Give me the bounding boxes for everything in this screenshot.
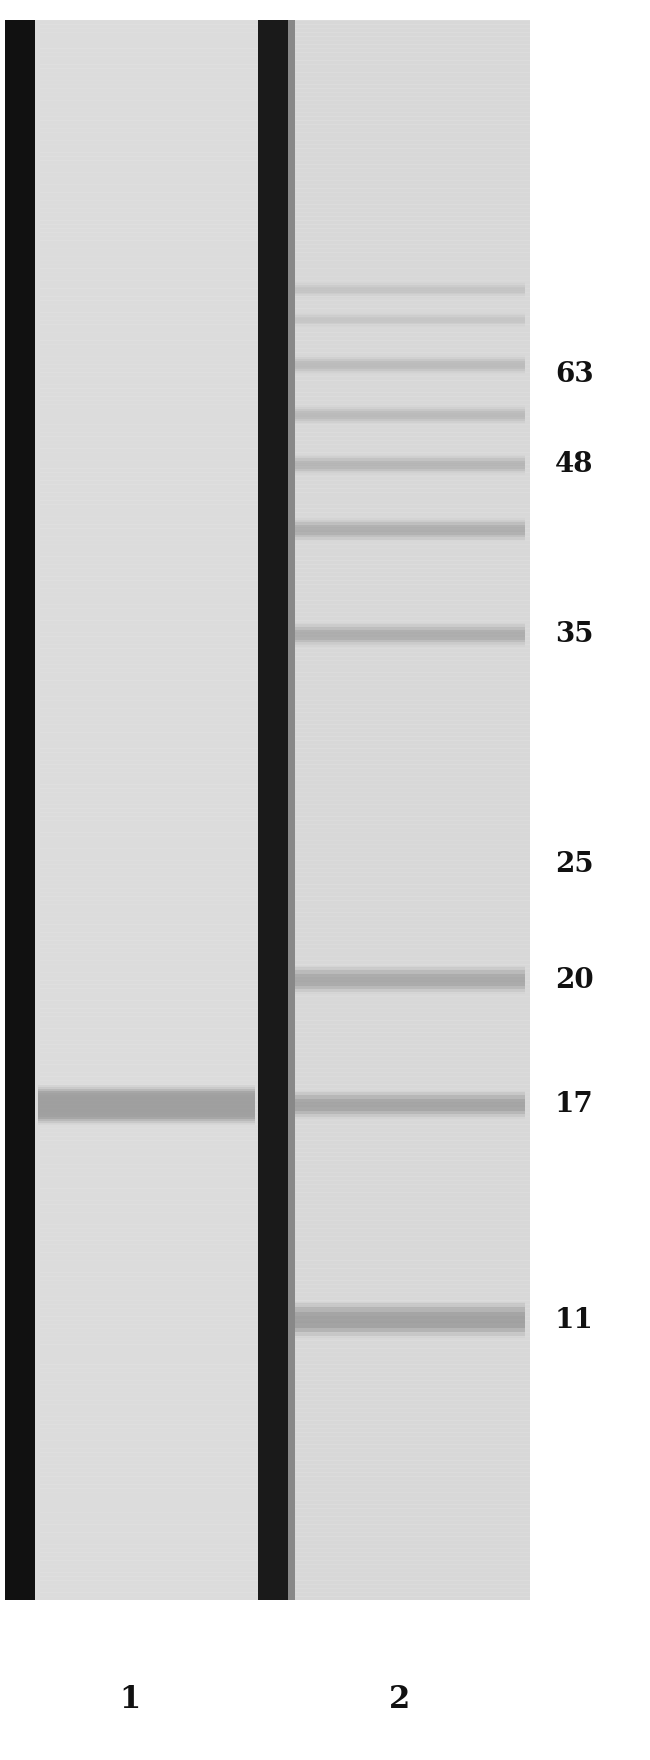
Text: 1: 1 bbox=[120, 1684, 140, 1716]
Bar bbox=[295, 1105, 525, 1118]
Bar bbox=[288, 19, 295, 1600]
Bar bbox=[295, 1098, 525, 1111]
Text: 25: 25 bbox=[555, 852, 593, 878]
Bar bbox=[295, 526, 525, 537]
Bar bbox=[295, 635, 525, 644]
Bar bbox=[530, 19, 650, 1600]
Bar bbox=[295, 630, 525, 641]
Bar bbox=[295, 312, 525, 319]
Bar bbox=[295, 461, 525, 468]
Bar bbox=[295, 412, 525, 419]
Bar bbox=[295, 361, 525, 370]
Bar bbox=[295, 317, 525, 324]
Bar bbox=[295, 285, 525, 290]
Bar bbox=[295, 282, 525, 289]
Text: 35: 35 bbox=[555, 621, 593, 648]
Bar bbox=[38, 1096, 255, 1125]
Bar bbox=[295, 320, 525, 326]
Bar bbox=[295, 415, 525, 424]
Bar bbox=[295, 1320, 525, 1336]
Bar bbox=[295, 283, 525, 289]
Bar bbox=[295, 1308, 525, 1324]
Bar bbox=[295, 1091, 525, 1104]
Bar bbox=[295, 1322, 525, 1338]
Bar bbox=[38, 1095, 255, 1123]
Bar bbox=[295, 313, 525, 320]
Bar bbox=[295, 356, 525, 363]
Bar bbox=[38, 1084, 255, 1112]
Bar bbox=[295, 456, 525, 463]
Bar bbox=[295, 627, 525, 637]
Bar bbox=[295, 357, 525, 364]
Bar bbox=[295, 463, 525, 472]
Bar bbox=[295, 1102, 525, 1114]
Bar bbox=[38, 1088, 255, 1116]
Bar bbox=[295, 289, 525, 294]
Bar bbox=[295, 1316, 525, 1332]
Bar bbox=[295, 970, 525, 982]
Bar bbox=[295, 1107, 525, 1119]
Bar bbox=[295, 977, 525, 989]
Bar bbox=[295, 458, 525, 466]
Bar bbox=[295, 290, 525, 296]
Text: 20: 20 bbox=[555, 966, 593, 993]
Bar bbox=[295, 414, 525, 421]
Bar bbox=[295, 632, 525, 642]
Bar bbox=[295, 532, 525, 540]
Bar bbox=[295, 623, 525, 634]
Text: 48: 48 bbox=[555, 452, 593, 479]
Bar bbox=[295, 456, 525, 465]
Bar bbox=[295, 363, 525, 371]
Bar bbox=[295, 407, 525, 415]
Bar bbox=[295, 315, 525, 320]
Bar bbox=[295, 1311, 525, 1329]
Text: 17: 17 bbox=[555, 1091, 593, 1119]
Bar bbox=[295, 517, 525, 528]
Bar bbox=[295, 405, 525, 414]
Bar bbox=[295, 1302, 525, 1318]
Bar bbox=[295, 1302, 525, 1318]
Bar bbox=[295, 524, 525, 535]
Bar bbox=[295, 625, 525, 634]
Bar bbox=[295, 320, 525, 327]
Bar bbox=[295, 287, 525, 292]
Bar bbox=[295, 364, 525, 373]
Bar bbox=[295, 359, 525, 368]
Bar bbox=[295, 980, 525, 993]
Bar bbox=[295, 465, 525, 473]
Bar bbox=[38, 1089, 255, 1118]
Bar bbox=[295, 415, 525, 422]
Text: 63: 63 bbox=[555, 361, 593, 389]
Bar bbox=[258, 19, 290, 1600]
Bar bbox=[5, 19, 35, 1600]
Bar bbox=[295, 466, 525, 475]
Bar bbox=[38, 1093, 255, 1121]
Text: 2: 2 bbox=[389, 1684, 411, 1716]
Bar bbox=[295, 966, 525, 979]
Bar bbox=[295, 530, 525, 540]
Bar bbox=[295, 982, 525, 994]
Bar bbox=[295, 519, 525, 530]
Bar bbox=[295, 408, 525, 417]
Bar bbox=[295, 319, 525, 324]
Bar bbox=[295, 292, 525, 297]
Bar bbox=[295, 523, 525, 532]
Bar bbox=[38, 1091, 255, 1119]
Bar bbox=[295, 366, 525, 373]
Bar bbox=[295, 637, 525, 648]
Bar bbox=[295, 1095, 525, 1107]
Bar bbox=[295, 1091, 525, 1104]
Bar bbox=[295, 966, 525, 979]
Bar bbox=[295, 973, 525, 986]
Bar bbox=[285, 19, 530, 1600]
Text: 11: 11 bbox=[555, 1306, 593, 1334]
Bar bbox=[5, 19, 260, 1600]
